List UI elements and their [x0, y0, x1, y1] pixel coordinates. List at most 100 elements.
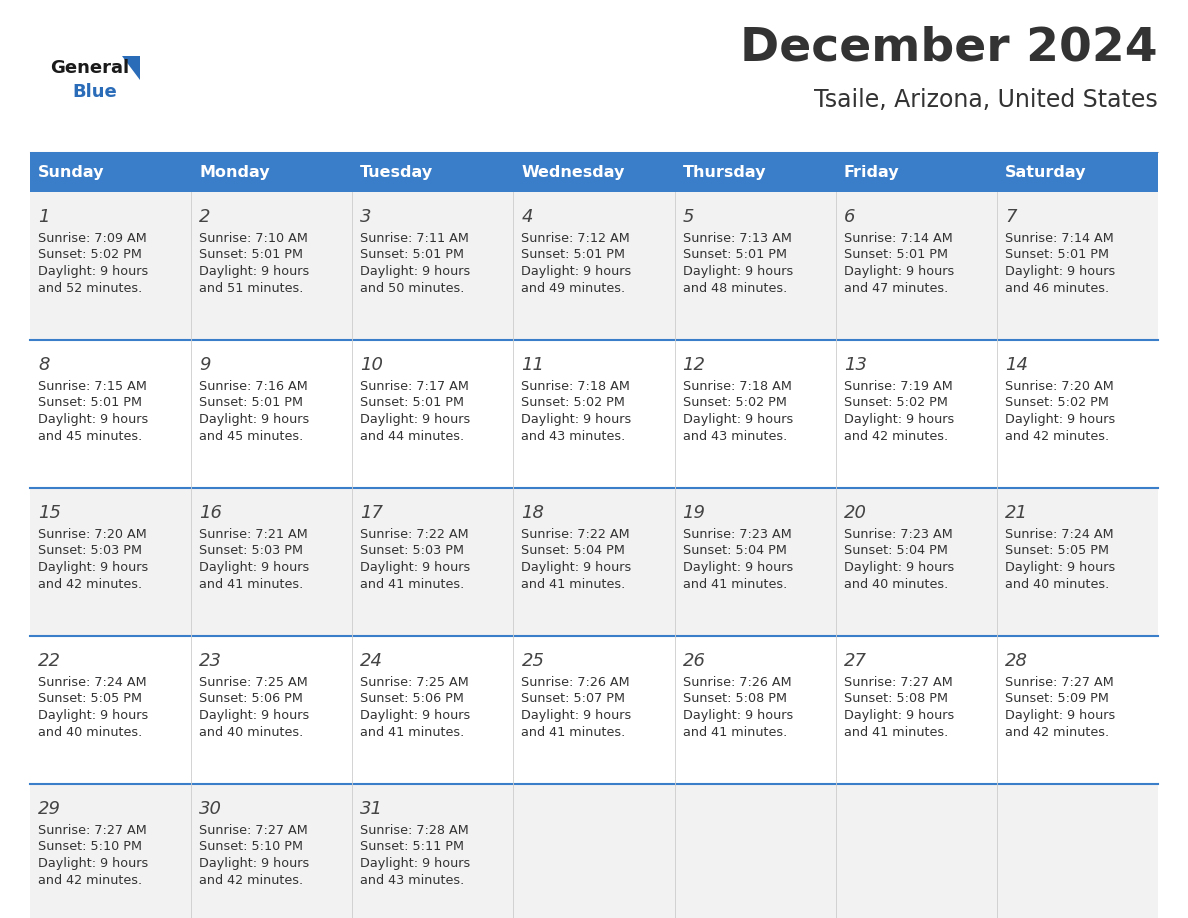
Text: and 41 minutes.: and 41 minutes. [683, 577, 786, 590]
Text: Daylight: 9 hours: Daylight: 9 hours [200, 265, 309, 278]
Text: Sunrise: 7:26 AM: Sunrise: 7:26 AM [522, 676, 630, 689]
Text: Sunrise: 7:20 AM: Sunrise: 7:20 AM [38, 528, 147, 541]
Text: Sunset: 5:01 PM: Sunset: 5:01 PM [360, 249, 465, 262]
Text: Sunset: 5:01 PM: Sunset: 5:01 PM [360, 397, 465, 409]
Text: Sunset: 5:02 PM: Sunset: 5:02 PM [38, 249, 141, 262]
Text: and 42 minutes.: and 42 minutes. [1005, 430, 1108, 442]
Text: and 48 minutes.: and 48 minutes. [683, 282, 786, 295]
Text: Sunrise: 7:25 AM: Sunrise: 7:25 AM [200, 676, 308, 689]
Text: and 42 minutes.: and 42 minutes. [843, 430, 948, 442]
Text: Sunset: 5:03 PM: Sunset: 5:03 PM [200, 544, 303, 557]
Text: Daylight: 9 hours: Daylight: 9 hours [38, 413, 148, 426]
Text: and 41 minutes.: and 41 minutes. [200, 577, 303, 590]
Text: and 40 minutes.: and 40 minutes. [1005, 577, 1110, 590]
Text: Sunrise: 7:10 AM: Sunrise: 7:10 AM [200, 232, 308, 245]
Text: Sunrise: 7:26 AM: Sunrise: 7:26 AM [683, 676, 791, 689]
Text: Sunrise: 7:14 AM: Sunrise: 7:14 AM [1005, 232, 1113, 245]
Text: and 43 minutes.: and 43 minutes. [683, 430, 786, 442]
Text: 31: 31 [360, 800, 384, 818]
Text: Daylight: 9 hours: Daylight: 9 hours [1005, 561, 1116, 574]
Text: Saturday: Saturday [1005, 164, 1086, 180]
Text: 2: 2 [200, 208, 210, 226]
Text: 13: 13 [843, 356, 867, 374]
Text: Daylight: 9 hours: Daylight: 9 hours [843, 413, 954, 426]
Text: Sunset: 5:08 PM: Sunset: 5:08 PM [843, 692, 948, 706]
Text: 16: 16 [200, 504, 222, 522]
Text: Sunrise: 7:18 AM: Sunrise: 7:18 AM [522, 380, 631, 393]
Text: and 40 minutes.: and 40 minutes. [38, 725, 143, 738]
Text: 9: 9 [200, 356, 210, 374]
Text: Sunrise: 7:13 AM: Sunrise: 7:13 AM [683, 232, 791, 245]
Text: Sunrise: 7:22 AM: Sunrise: 7:22 AM [522, 528, 630, 541]
Text: and 40 minutes.: and 40 minutes. [843, 577, 948, 590]
Text: and 44 minutes.: and 44 minutes. [360, 430, 465, 442]
Text: Sunrise: 7:27 AM: Sunrise: 7:27 AM [843, 676, 953, 689]
Text: Thursday: Thursday [683, 164, 766, 180]
Text: Blue: Blue [72, 83, 116, 101]
Text: Daylight: 9 hours: Daylight: 9 hours [522, 413, 632, 426]
Text: 1: 1 [38, 208, 50, 226]
Text: Daylight: 9 hours: Daylight: 9 hours [1005, 413, 1116, 426]
Text: and 47 minutes.: and 47 minutes. [843, 282, 948, 295]
Text: Sunset: 5:01 PM: Sunset: 5:01 PM [200, 249, 303, 262]
Text: Sunset: 5:06 PM: Sunset: 5:06 PM [360, 692, 465, 706]
Text: Sunset: 5:01 PM: Sunset: 5:01 PM [843, 249, 948, 262]
Text: Daylight: 9 hours: Daylight: 9 hours [843, 561, 954, 574]
Text: Sunday: Sunday [38, 164, 105, 180]
Text: Sunrise: 7:15 AM: Sunrise: 7:15 AM [38, 380, 147, 393]
Text: Sunrise: 7:12 AM: Sunrise: 7:12 AM [522, 232, 630, 245]
Bar [30, 784, 1158, 918]
Polygon shape [122, 56, 140, 80]
Text: and 51 minutes.: and 51 minutes. [200, 282, 303, 295]
Text: Daylight: 9 hours: Daylight: 9 hours [683, 413, 792, 426]
Text: Daylight: 9 hours: Daylight: 9 hours [522, 561, 632, 574]
Text: Daylight: 9 hours: Daylight: 9 hours [200, 413, 309, 426]
Text: Sunrise: 7:16 AM: Sunrise: 7:16 AM [200, 380, 308, 393]
Text: Sunrise: 7:18 AM: Sunrise: 7:18 AM [683, 380, 791, 393]
Text: Daylight: 9 hours: Daylight: 9 hours [38, 265, 148, 278]
Text: 4: 4 [522, 208, 533, 226]
Text: 27: 27 [843, 652, 867, 670]
Bar [30, 152, 1158, 192]
Text: and 41 minutes.: and 41 minutes. [683, 725, 786, 738]
Text: Sunset: 5:06 PM: Sunset: 5:06 PM [200, 692, 303, 706]
Text: 21: 21 [1005, 504, 1028, 522]
Text: 8: 8 [38, 356, 50, 374]
Text: Sunset: 5:01 PM: Sunset: 5:01 PM [38, 397, 143, 409]
Text: and 41 minutes.: and 41 minutes. [522, 577, 626, 590]
Text: Tuesday: Tuesday [360, 164, 434, 180]
Text: Daylight: 9 hours: Daylight: 9 hours [843, 265, 954, 278]
Text: and 43 minutes.: and 43 minutes. [360, 874, 465, 887]
Text: 19: 19 [683, 504, 706, 522]
Text: Daylight: 9 hours: Daylight: 9 hours [360, 709, 470, 722]
Text: 7: 7 [1005, 208, 1017, 226]
Text: Daylight: 9 hours: Daylight: 9 hours [683, 265, 792, 278]
Text: Sunrise: 7:27 AM: Sunrise: 7:27 AM [200, 824, 308, 837]
Text: Sunset: 5:03 PM: Sunset: 5:03 PM [38, 544, 143, 557]
Text: Sunset: 5:01 PM: Sunset: 5:01 PM [1005, 249, 1108, 262]
Bar [30, 340, 1158, 488]
Text: Daylight: 9 hours: Daylight: 9 hours [360, 561, 470, 574]
Text: 6: 6 [843, 208, 855, 226]
Text: December 2024: December 2024 [740, 26, 1158, 71]
Text: Sunrise: 7:22 AM: Sunrise: 7:22 AM [360, 528, 469, 541]
Text: Sunset: 5:04 PM: Sunset: 5:04 PM [683, 544, 786, 557]
Text: Daylight: 9 hours: Daylight: 9 hours [522, 265, 632, 278]
Text: Sunrise: 7:17 AM: Sunrise: 7:17 AM [360, 380, 469, 393]
Text: Daylight: 9 hours: Daylight: 9 hours [1005, 265, 1116, 278]
Text: and 42 minutes.: and 42 minutes. [1005, 725, 1108, 738]
Text: Daylight: 9 hours: Daylight: 9 hours [200, 561, 309, 574]
Text: Daylight: 9 hours: Daylight: 9 hours [843, 709, 954, 722]
Text: Tsaile, Arizona, United States: Tsaile, Arizona, United States [814, 88, 1158, 112]
Text: Daylight: 9 hours: Daylight: 9 hours [360, 857, 470, 870]
Text: Sunrise: 7:19 AM: Sunrise: 7:19 AM [843, 380, 953, 393]
Text: Daylight: 9 hours: Daylight: 9 hours [200, 857, 309, 870]
Text: 17: 17 [360, 504, 384, 522]
Text: Daylight: 9 hours: Daylight: 9 hours [38, 709, 148, 722]
Text: Sunset: 5:02 PM: Sunset: 5:02 PM [1005, 397, 1108, 409]
Text: Sunset: 5:02 PM: Sunset: 5:02 PM [843, 397, 948, 409]
Text: Sunrise: 7:11 AM: Sunrise: 7:11 AM [360, 232, 469, 245]
Text: Sunset: 5:08 PM: Sunset: 5:08 PM [683, 692, 786, 706]
Text: and 49 minutes.: and 49 minutes. [522, 282, 626, 295]
Text: Sunset: 5:01 PM: Sunset: 5:01 PM [683, 249, 786, 262]
